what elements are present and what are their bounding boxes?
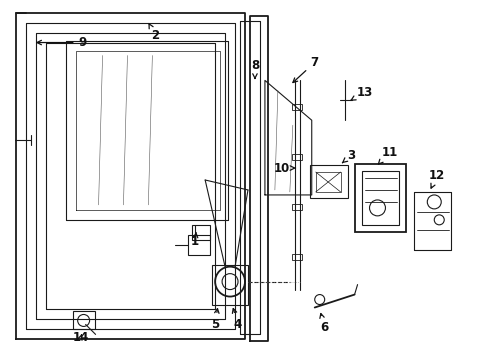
- Text: 2: 2: [149, 23, 159, 42]
- Bar: [212, 265, 248, 305]
- Text: 8: 8: [251, 59, 259, 78]
- Text: 1: 1: [191, 233, 199, 248]
- Bar: [310, 165, 347, 198]
- Bar: [192, 225, 210, 240]
- Bar: [292, 154, 302, 160]
- Text: 3: 3: [343, 149, 356, 163]
- Text: 4: 4: [232, 309, 242, 331]
- Text: 10: 10: [274, 162, 295, 175]
- Text: 6: 6: [320, 314, 329, 334]
- Bar: [292, 254, 302, 260]
- Bar: [362, 171, 399, 225]
- Text: 9: 9: [37, 36, 87, 49]
- Bar: [292, 104, 302, 110]
- Text: 14: 14: [73, 331, 89, 344]
- Bar: [188, 235, 210, 255]
- Bar: [316, 172, 341, 192]
- Bar: [292, 204, 302, 210]
- Text: 11: 11: [378, 145, 397, 164]
- Text: 5: 5: [211, 309, 219, 331]
- Bar: [355, 164, 406, 232]
- Text: 13: 13: [351, 86, 373, 100]
- Text: 12: 12: [429, 168, 445, 188]
- Text: 7: 7: [293, 56, 319, 82]
- Bar: [73, 311, 95, 329]
